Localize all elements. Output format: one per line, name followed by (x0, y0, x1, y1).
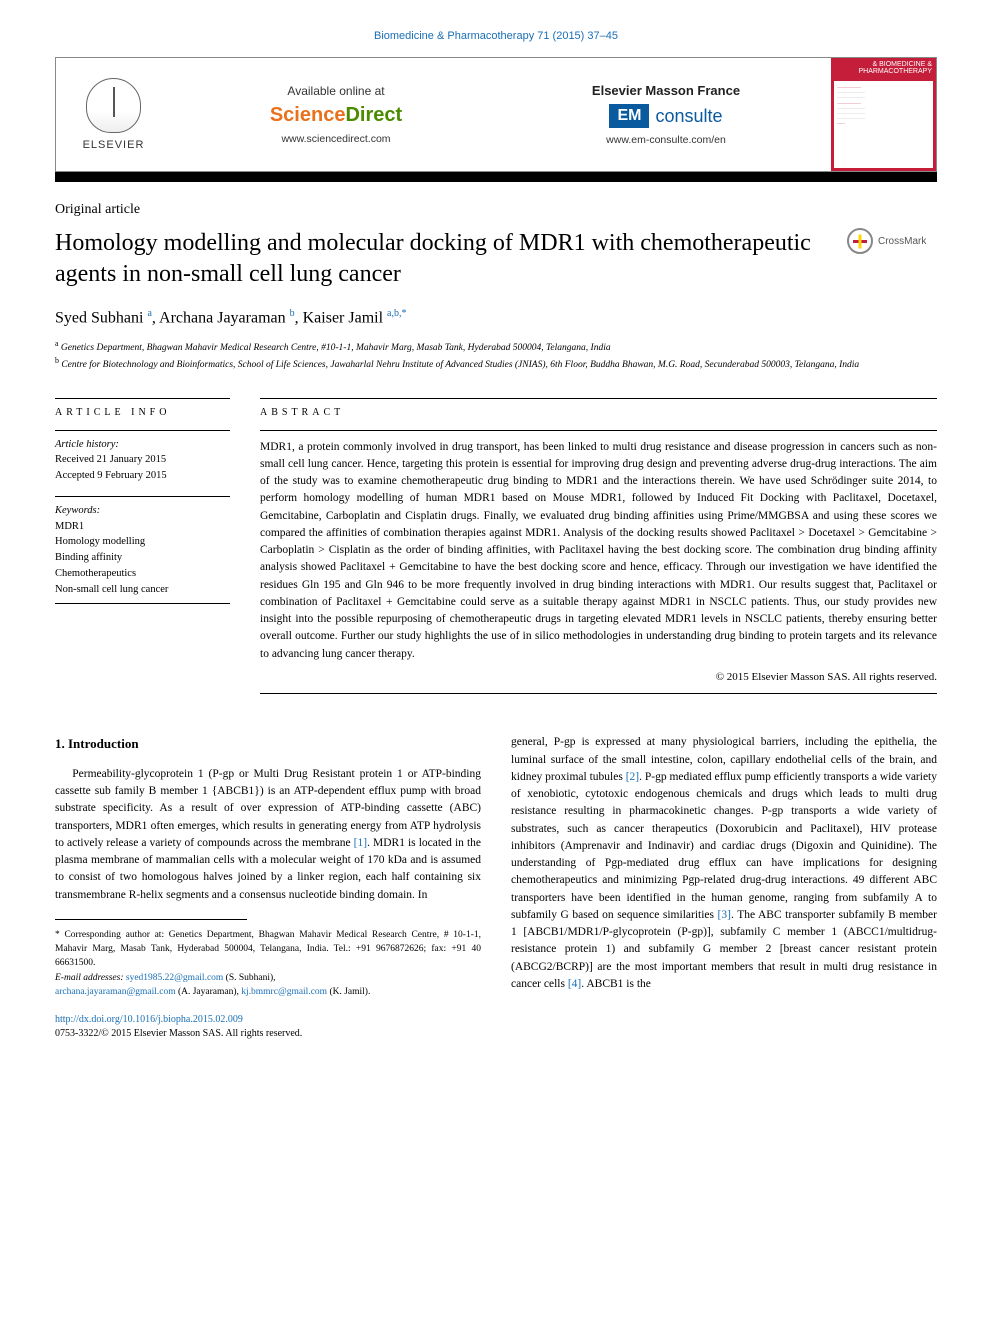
abstract-copyright: © 2015 Elsevier Masson SAS. All rights r… (260, 669, 937, 686)
sd-direct: Direct (345, 104, 402, 126)
article-type: Original article (55, 202, 937, 218)
bottom-info: http://dx.doi.org/10.1016/j.biopha.2015.… (55, 1013, 481, 1041)
black-divider-bar (55, 172, 937, 182)
sciencedirect-logo: ScienceDirect (270, 104, 402, 127)
footnote-rule (55, 919, 247, 920)
doi-link[interactable]: http://dx.doi.org/10.1016/j.biopha.2015.… (55, 1014, 243, 1025)
keywords-label: Keywords: (55, 505, 100, 516)
section-heading: 1. Introduction (55, 734, 481, 754)
footnotes: * Corresponding author at: Genetics Depa… (55, 928, 481, 999)
keyword: Homology modelling (55, 536, 145, 547)
crossmark-icon (847, 228, 873, 254)
body-paragraph: Permeability-glycoprotein 1 (P-gp or Mul… (55, 766, 481, 904)
keyword: Non-small cell lung cancer (55, 584, 168, 595)
journal-cover: & BIOMEDICINE & PHARMACOTHERAPY ————————… (831, 58, 936, 171)
publisher-banner: ELSEVIER Available online at ScienceDire… (55, 57, 937, 172)
accepted-date: Accepted 9 February 2015 (55, 470, 167, 481)
reference-link[interactable]: [4] (568, 978, 581, 990)
crossmark-label: CrossMark (878, 236, 926, 247)
body-col-left: 1. Introduction Permeability-glycoprotei… (55, 734, 481, 1041)
abstract-column: ABSTRACT MDR1, a protein commonly involv… (260, 398, 937, 695)
affiliation-a: Genetics Department, Bhagwan Mahavir Med… (61, 343, 611, 353)
em-box: EM (609, 104, 649, 128)
em-logo: EM consulte (609, 104, 722, 128)
body-paragraph: general, P-gp is expressed at many physi… (511, 734, 937, 993)
received-date: Received 21 January 2015 (55, 454, 166, 465)
article-title: Homology modelling and molecular docking… (55, 228, 847, 290)
abstract-head: ABSTRACT (260, 398, 937, 418)
available-label: Available online at (287, 84, 384, 98)
email-link[interactable]: kj.bmmrc@gmail.com (241, 987, 327, 997)
reference-link[interactable]: [3] (718, 909, 731, 921)
keyword: Chemotherapeutics (55, 568, 136, 579)
journal-link[interactable]: Biomedicine & Pharmacotherapy 71 (2015) … (374, 30, 618, 42)
history-label: Article history: (55, 439, 119, 450)
em-url: www.em-consulte.com/en (606, 134, 726, 146)
issn-copyright: 0753-3322/© 2015 Elsevier Masson SAS. Al… (55, 1028, 302, 1039)
corresponding-author-note: * Corresponding author at: Genetics Depa… (55, 928, 481, 971)
elsevier-tree-icon (86, 78, 141, 133)
journal-reference: Biomedicine & Pharmacotherapy 71 (2015) … (55, 30, 937, 42)
emconsulte-block[interactable]: Elsevier Masson France EM consulte www.e… (501, 58, 831, 171)
body-col-right: general, P-gp is expressed at many physi… (511, 734, 937, 1041)
article-info-head: ARTICLE INFO (55, 398, 230, 418)
email-addresses: E-mail addresses: syed1985.22@gmail.com … (55, 971, 481, 1000)
em-title: Elsevier Masson France (592, 83, 740, 98)
affiliations: a Genetics Department, Bhagwan Mahavir M… (55, 338, 937, 373)
email-label: E-mail addresses: (55, 973, 126, 983)
keyword: MDR1 (55, 521, 84, 532)
body-two-columns: 1. Introduction Permeability-glycoprotei… (55, 734, 937, 1041)
journal-cover-title: & BIOMEDICINE & PHARMACOTHERAPY (831, 58, 936, 78)
journal-cover-thumb: ————————————————————————————————————————… (834, 81, 933, 168)
abstract-text: MDR1, a protein commonly involved in dru… (260, 430, 937, 695)
elsevier-name: ELSEVIER (83, 139, 145, 151)
sd-url: www.sciencedirect.com (281, 133, 390, 145)
reference-link[interactable]: [2] (626, 771, 639, 783)
elsevier-logo-cell: ELSEVIER (56, 58, 171, 171)
sciencedirect-block[interactable]: Available online at ScienceDirect www.sc… (171, 58, 501, 171)
reference-link[interactable]: [1] (354, 837, 367, 849)
affiliation-b: Centre for Biotechnology and Bioinformat… (61, 360, 859, 370)
elsevier-logo[interactable]: ELSEVIER (74, 70, 154, 160)
crossmark-badge[interactable]: CrossMark (847, 228, 937, 254)
email-link[interactable]: syed1985.22@gmail.com (126, 973, 223, 983)
article-history: Article history: Received 21 January 201… (55, 430, 230, 484)
article-info-column: ARTICLE INFO Article history: Received 2… (55, 398, 230, 695)
authors: Syed Subhani a, Archana Jayaraman b, Kai… (55, 308, 937, 327)
sd-science: Science (270, 104, 346, 126)
email-link[interactable]: archana.jayaraman@gmail.com (55, 987, 176, 997)
em-consulte-text: consulte (655, 106, 722, 127)
keyword: Binding affinity (55, 552, 122, 563)
keywords-block: Keywords: MDR1 Homology modelling Bindin… (55, 496, 230, 605)
